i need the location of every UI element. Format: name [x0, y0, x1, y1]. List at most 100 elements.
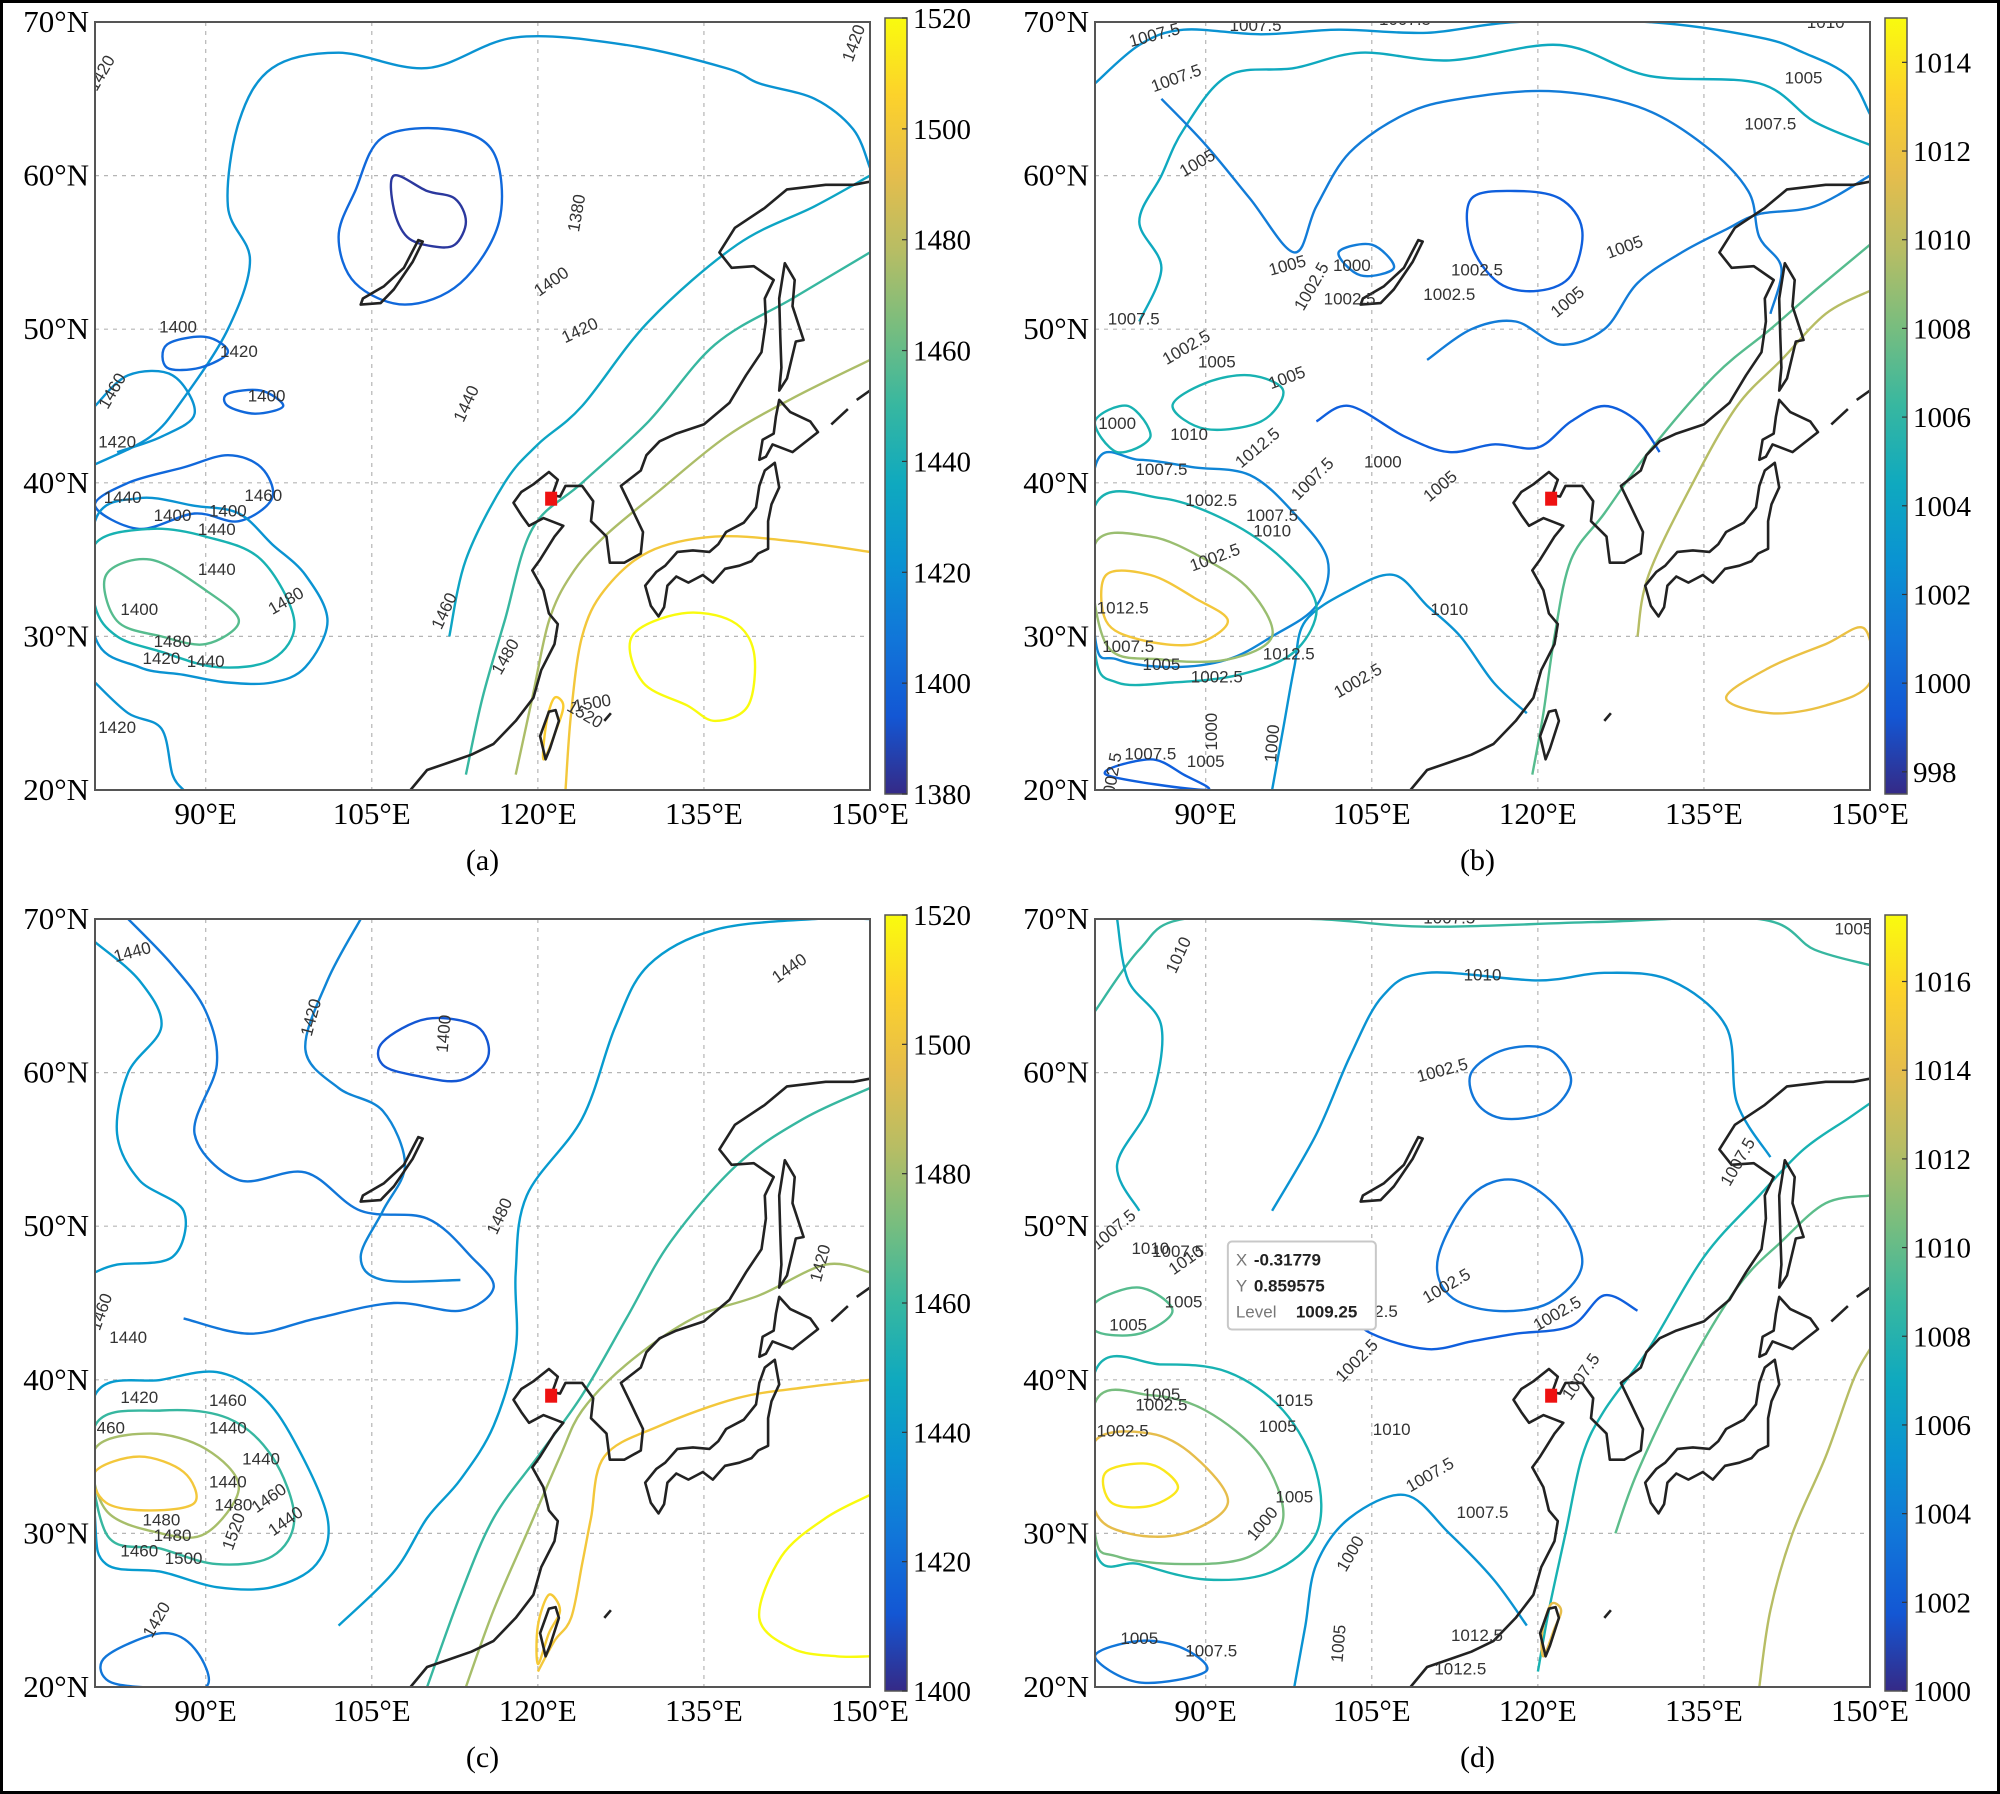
- contour-line: [1271, 971, 1772, 1212]
- colorbar-tick-label: 1480: [913, 1159, 971, 1191]
- longitude-label: 105°E: [333, 796, 411, 831]
- colorbar-tick-label: 1012: [1913, 136, 1971, 168]
- contour-line: [1435, 1178, 1584, 1313]
- contour-label: 1005: [1785, 68, 1823, 87]
- panel-b: 1007.5 1007.5 1007.5 1010 1005 1007.5 1007.5 10…: [1000, 0, 2000, 897]
- contour-line: [95, 496, 329, 686]
- colorbar-tick-label: 1400: [913, 668, 971, 700]
- contour-line: [1531, 243, 1870, 775]
- contour-label: 1005: [1328, 1624, 1350, 1663]
- colorbar-tick-label: 1380: [913, 779, 971, 811]
- contour-line: [464, 251, 870, 775]
- longitude-axis: 90°E 105°E 120°E 135°E 150°E: [175, 796, 909, 831]
- contour-line: [1095, 22, 1870, 115]
- longitude-label: 135°E: [665, 1693, 743, 1728]
- contour-label: 1007.5: [1230, 16, 1282, 35]
- colorbar-tick-label: 1420: [913, 1547, 971, 1579]
- longitude-label: 150°E: [831, 1693, 909, 1728]
- red-square-site: [1545, 1388, 1558, 1403]
- contour-label: 1007.5: [1108, 310, 1160, 329]
- colorbar-tick-label: 1000: [1913, 1676, 1971, 1708]
- contour-label: 1002.5: [1451, 260, 1503, 279]
- contour-label: 1010: [1464, 965, 1502, 984]
- latitude-label: 40°N: [23, 465, 89, 500]
- contour-label: 1012.5: [1434, 1660, 1486, 1679]
- contour-line: [95, 369, 196, 454]
- contour-line: [304, 919, 461, 1283]
- contour-line: [95, 35, 870, 466]
- contour-line: [1095, 1388, 1285, 1566]
- longitude-label: 90°E: [1175, 796, 1237, 831]
- tooltip-key: Y: [1236, 1277, 1247, 1296]
- contour-label: 1002.5: [1135, 1396, 1187, 1415]
- latitude-label: 30°N: [1023, 618, 1089, 653]
- contour-line: [425, 1086, 870, 1687]
- contour-line: [535, 1593, 562, 1666]
- contour-line: [95, 1370, 330, 1591]
- contour-line: [448, 174, 870, 637]
- contour-label: 1007.5: [1185, 1641, 1237, 1660]
- colorbar-tick-label: 1002: [1913, 579, 1971, 611]
- contour-label: 1440: [242, 1449, 280, 1468]
- colorbar-tick-label: 1014: [1913, 47, 1972, 79]
- contour-line: [95, 527, 296, 669]
- colorbar-tick-label: 1520: [913, 900, 971, 932]
- contour-label: 1440: [198, 560, 236, 579]
- contour-label: 1010: [1170, 425, 1208, 444]
- latitude-label: 60°N: [23, 1055, 89, 1090]
- panel-caption: (b): [1460, 844, 1495, 877]
- contour-label: 1480: [154, 632, 192, 651]
- contour-label: 1400: [154, 506, 192, 525]
- contour-label: 1005: [1109, 1316, 1147, 1335]
- contour-line: [127, 919, 495, 1335]
- contour-line: [514, 358, 870, 775]
- latitude-label: 20°N: [23, 772, 89, 807]
- colorbar: 1520 1500 1480 1460 1440 1420 1400: [884, 900, 971, 1708]
- contour-label: 1400: [248, 386, 286, 405]
- contour-line: [161, 335, 230, 372]
- contour-label: 1460: [87, 1419, 125, 1438]
- colorbar-tick-label: 1006: [1913, 402, 1971, 434]
- colorbar-tick-label: 1010: [1913, 225, 1971, 257]
- latitude-label: 70°N: [1023, 4, 1089, 39]
- contour-line: [564, 534, 870, 790]
- map-svg-d: 1007.51010100510101002.51007.51007.51010…: [1023, 901, 1971, 1774]
- latitude-axis: 70°N 60°N 50°N 40°N 30°N 20°N: [23, 4, 89, 807]
- coastline: [1359, 1077, 1870, 1687]
- contour-label: 1007.5: [1102, 637, 1154, 656]
- latitude-label: 40°N: [1023, 1362, 1089, 1397]
- contour-line: [1636, 289, 1870, 637]
- tooltip-value: 1009.25: [1296, 1303, 1357, 1322]
- latitude-label: 50°N: [1023, 311, 1089, 346]
- contour-label: 1420: [98, 432, 136, 451]
- tooltip-value: 0.859575: [1254, 1277, 1325, 1296]
- latitude-label: 60°N: [23, 158, 89, 193]
- contour-label: 1460: [244, 486, 282, 505]
- contour-line: [1536, 1102, 1870, 1672]
- contour-label: 1005: [1143, 655, 1181, 674]
- contour-line: [1758, 1348, 1870, 1687]
- longitude-label: 150°E: [1831, 796, 1909, 831]
- contour-line: [1171, 373, 1285, 432]
- panel-caption: (c): [466, 1741, 499, 1774]
- contour-line: [1095, 450, 1330, 669]
- coastline: [359, 1077, 870, 1687]
- contour-line: [95, 1432, 241, 1539]
- contour-line: [1468, 1044, 1573, 1121]
- colorbar: 1014 1012 1010 1008 1006 1004 1002 1000 998: [1884, 17, 1972, 795]
- panel-c: 1440 1420 1400 1440 1420 1480 1460 1440 1420 1460…: [0, 897, 1000, 1794]
- contour-label: 1440: [187, 652, 225, 671]
- data-tooltip[interactable]: X -0.31779 Y 0.859575 Level 1009.25: [1226, 1240, 1377, 1331]
- contour-label: 1005: [1143, 1385, 1181, 1404]
- latitude-axis: 70°N 60°N 50°N 40°N 30°N 20°N: [23, 901, 89, 1704]
- contour-label: 1002.5: [1324, 290, 1376, 309]
- latitude-label: 20°N: [1023, 1669, 1089, 1704]
- colorbar-tick-label: 1480: [913, 225, 971, 257]
- colorbar-tick-label: 1016: [1913, 967, 1971, 999]
- latitude-label: 50°N: [23, 311, 89, 346]
- tooltip-key: Level: [1236, 1303, 1277, 1322]
- contour-label: 1005: [1165, 1293, 1203, 1312]
- latitude-label: 70°N: [23, 901, 89, 936]
- contour-label: 1010: [1131, 1239, 1169, 1258]
